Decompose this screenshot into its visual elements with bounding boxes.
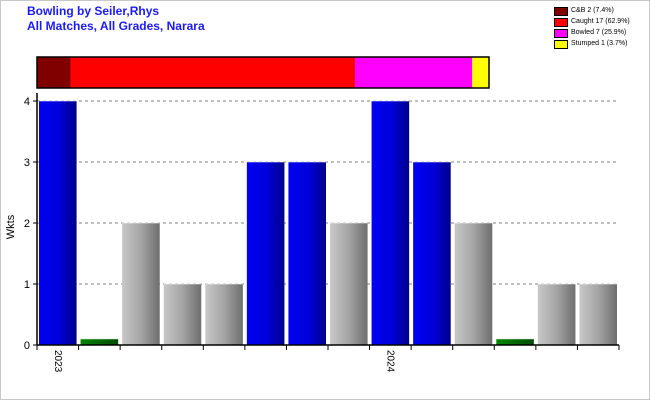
y-tick-label: 1 — [24, 279, 30, 291]
bar-gray — [330, 223, 368, 345]
bar-blue — [246, 162, 285, 345]
stack-outline — [36, 56, 490, 89]
x-tick-label: 2024 — [385, 350, 396, 373]
bar-gray — [205, 284, 243, 345]
legend-label: C&B 2 (7.4%) — [571, 7, 614, 14]
bar-blue — [413, 162, 451, 345]
stack-segment-cb — [37, 57, 71, 88]
chart-subtitle: All Matches, All Grades, Narara — [27, 19, 205, 33]
y-axis-label: Wkts — [5, 214, 17, 239]
legend-swatch — [554, 40, 568, 49]
chart-title: Bowling by Seiler,Rhys — [27, 4, 160, 18]
legend-label: Caught 17 (62.9%) — [571, 18, 630, 25]
bar-gray — [122, 223, 160, 345]
bar-green — [496, 338, 534, 345]
wickets-bars — [39, 100, 617, 345]
bar-gray — [537, 284, 576, 345]
bar-blue — [371, 101, 410, 345]
stack-segment-bowled — [355, 57, 473, 88]
bar-blue — [39, 101, 77, 345]
bar-gray — [454, 223, 493, 345]
dismissal-stacked-bar — [36, 56, 490, 89]
bar-gray — [579, 284, 617, 345]
legend-swatch — [554, 18, 568, 27]
stack-segment-caught — [70, 57, 356, 88]
y-tick-label: 2 — [24, 218, 30, 230]
y-tick-label: 0 — [24, 340, 30, 352]
legend-label: Stumped 1 (3.7%) — [571, 40, 628, 47]
stack-segment-stumped — [472, 57, 489, 88]
axes: 0 1 2 3 4 2023 2024 — [24, 93, 620, 373]
legend-swatch — [554, 7, 568, 16]
y-tick-label: 3 — [24, 157, 30, 169]
bar-gray — [163, 284, 202, 345]
y-tick-label: 4 — [24, 96, 30, 108]
legend-swatch — [554, 29, 568, 38]
bar-blue — [288, 162, 326, 345]
x-tick-label: 2023 — [52, 350, 63, 373]
bar-green — [80, 338, 119, 345]
legend-label: Bowled 7 (25.9%) — [571, 29, 627, 36]
